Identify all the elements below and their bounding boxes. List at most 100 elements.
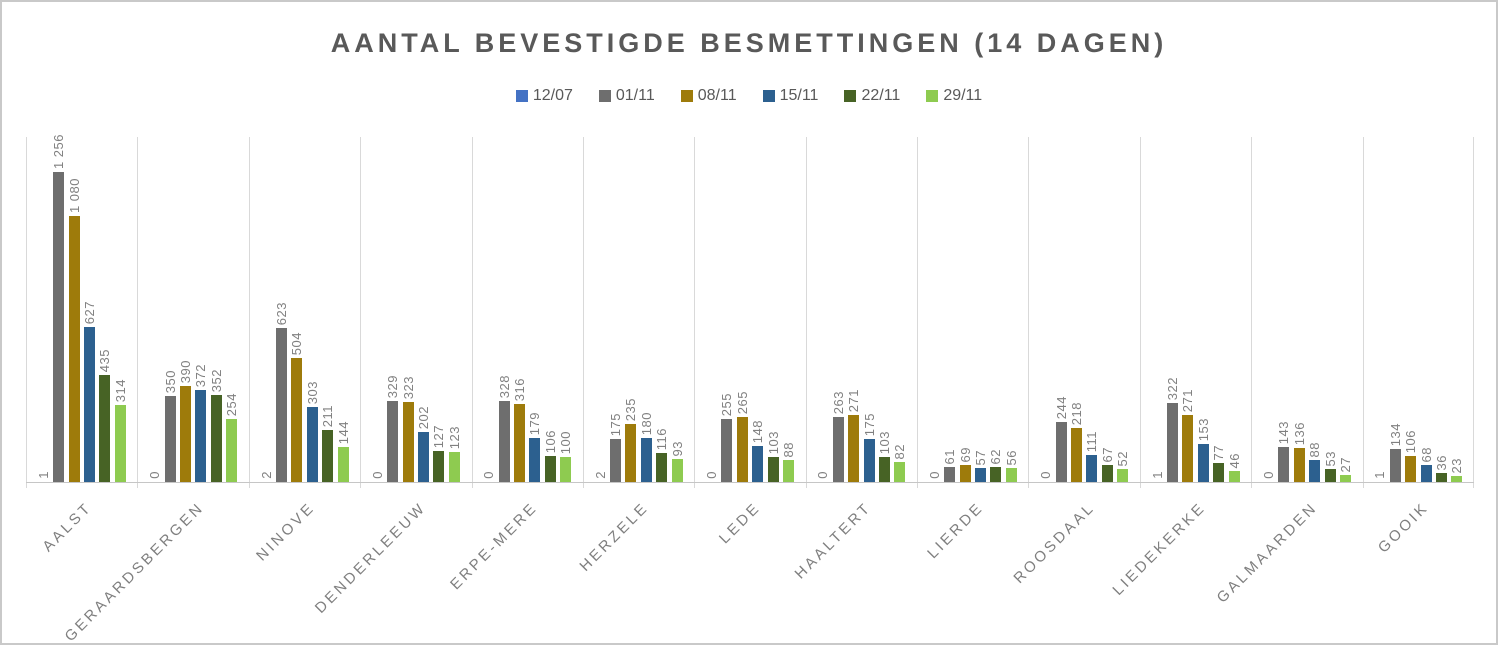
bar	[1228, 471, 1240, 482]
gridline	[137, 137, 138, 482]
x-axis-line	[26, 482, 1474, 483]
legend-swatch-icon	[515, 90, 528, 102]
bar-value-label: 0	[926, 471, 942, 479]
gridline	[1473, 137, 1474, 482]
bar	[736, 417, 748, 482]
bar-value-label: 82	[892, 443, 908, 459]
bar	[498, 401, 510, 482]
bar	[625, 424, 637, 482]
legend-swatch-icon	[680, 90, 693, 102]
axis-tick	[583, 482, 584, 488]
bar	[783, 460, 794, 482]
bar-value-label: 2	[258, 471, 274, 479]
bar	[656, 453, 668, 482]
axis-tick	[694, 482, 695, 488]
axis-tick	[472, 482, 473, 488]
bar-value-label: 0	[1038, 471, 1054, 479]
bar	[671, 459, 683, 482]
bar-value-label: 303	[304, 380, 320, 404]
bar-value-label: 52	[1115, 450, 1131, 466]
bar	[1339, 475, 1351, 482]
bar	[529, 438, 541, 482]
bar-value-label: 350	[162, 369, 178, 393]
bar-value-label: 316	[512, 377, 527, 401]
bar	[226, 419, 238, 482]
bar-value-label: 271	[1180, 388, 1196, 412]
bar-value-label: 435	[97, 348, 113, 372]
axis-tick	[249, 482, 250, 488]
legend-label: 22/11	[861, 87, 901, 104]
legend-item: 08/11	[680, 87, 737, 105]
bar-value-label: 148	[750, 419, 766, 443]
bar-value-label: 62	[988, 448, 1004, 464]
bar	[721, 419, 733, 482]
bar-value-label: 144	[335, 420, 351, 444]
bar	[1213, 463, 1225, 482]
bar	[1101, 465, 1113, 482]
bar	[1435, 473, 1447, 482]
bar	[387, 401, 399, 482]
category-label: AALST	[39, 499, 96, 556]
gridline	[583, 137, 584, 482]
bar	[975, 468, 986, 482]
bar-value-label: 329	[385, 374, 401, 398]
category-label: GALMAARDEN	[1213, 499, 1321, 607]
axis-tick	[1251, 482, 1252, 488]
bar	[1086, 455, 1098, 482]
bar-value-label: 235	[623, 397, 639, 421]
bar-value-label: 53	[1322, 450, 1338, 466]
bar	[1420, 465, 1432, 482]
gridline	[806, 137, 807, 482]
legend-label: 01/11	[615, 87, 655, 104]
bar-value-label: 46	[1226, 452, 1242, 468]
bar-value-label: 93	[669, 440, 685, 456]
axis-tick	[26, 482, 27, 488]
gridline	[1140, 137, 1141, 482]
bar	[544, 456, 556, 482]
bar	[1309, 460, 1321, 482]
bar-value-label: 116	[654, 427, 670, 450]
bar-value-label: 23	[1449, 457, 1465, 473]
bar-value-label: 0	[481, 471, 497, 479]
axis-tick	[137, 482, 138, 488]
gridline	[1363, 137, 1364, 482]
bar-value-label: 372	[193, 363, 209, 387]
bar	[1197, 444, 1209, 482]
legend-item: 29/11	[926, 87, 982, 105]
bar	[752, 446, 764, 482]
bar	[53, 172, 65, 482]
legend-item: 01/11	[598, 87, 655, 105]
category-label: ERPE-MERE	[447, 499, 542, 594]
bar-value-label: 1	[35, 471, 51, 479]
bar	[210, 395, 222, 482]
axis-tick	[360, 482, 361, 488]
bar-value-label: 265	[734, 390, 750, 414]
bar	[337, 447, 349, 482]
bar	[195, 390, 207, 482]
bar	[402, 402, 414, 482]
axis-tick	[1028, 482, 1029, 488]
bar-value-label: 1	[1372, 471, 1388, 479]
bar	[1405, 456, 1417, 482]
bar	[179, 386, 191, 482]
bar-value-label: 0	[147, 471, 163, 479]
bar	[275, 328, 287, 482]
bar	[1055, 422, 1067, 482]
bar	[322, 430, 334, 482]
bar-value-label: 143	[1276, 420, 1292, 444]
bar-value-label: 1 080	[66, 177, 82, 213]
category-label: LIEDEKERKE	[1109, 499, 1210, 599]
legend: 12/07 01/11 08/11 15/11 22/11 29/11	[2, 87, 1496, 105]
axis-tick	[1140, 482, 1141, 488]
bar	[1005, 468, 1017, 482]
bar	[68, 216, 80, 482]
bar-value-label: 0	[369, 471, 385, 479]
bar	[640, 438, 652, 482]
bar-value-label: 56	[1003, 449, 1019, 465]
bar-value-label: 2	[592, 471, 608, 479]
legend-label: 29/11	[943, 87, 983, 104]
bar	[418, 432, 429, 482]
bar	[1166, 403, 1178, 482]
bar-value-label: 106	[1403, 429, 1419, 453]
bar	[164, 396, 176, 482]
